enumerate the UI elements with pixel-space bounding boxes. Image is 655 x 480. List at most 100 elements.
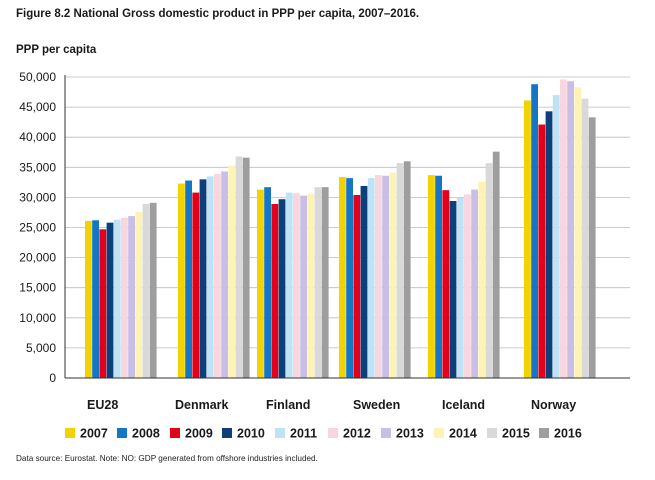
bar-norway-2011 bbox=[552, 95, 560, 378]
bar-eu28-2007 bbox=[85, 220, 92, 378]
bar-norway-2012 bbox=[560, 79, 567, 378]
bar-denmark-2016 bbox=[242, 157, 250, 378]
bar-denmark-2010 bbox=[199, 179, 207, 378]
bar-sweden-2013 bbox=[382, 175, 389, 378]
bar-eu28-2010 bbox=[106, 222, 114, 378]
x-category-label: Denmark bbox=[175, 398, 229, 412]
legend-swatch-2015 bbox=[487, 428, 497, 438]
bar-denmark-2008 bbox=[185, 180, 192, 378]
y-tick-label: 40,000 bbox=[19, 130, 56, 144]
bar-iceland-2013 bbox=[471, 189, 478, 378]
bar-denmark-2014 bbox=[228, 165, 236, 378]
x-axis-categories: EU28 Denmark Finland Sweden Iceland Norway bbox=[87, 398, 576, 412]
legend-swatch-2007 bbox=[65, 428, 75, 438]
legend-swatch-2016 bbox=[539, 428, 549, 438]
legend: 2007 2008 2009 2010 2011 2012 2013 2014 2015 2016 bbox=[65, 427, 582, 441]
y-tick-label: 10,000 bbox=[19, 311, 56, 325]
y-axis-title: PPP per capita bbox=[16, 44, 97, 56]
bar-eu28-2015 bbox=[142, 204, 150, 378]
y-tick-label: 50,000 bbox=[19, 70, 56, 84]
bar-finland-2012 bbox=[293, 193, 300, 378]
bar-eu28-2013 bbox=[128, 216, 135, 378]
bar-norway-2007 bbox=[524, 100, 531, 378]
bars bbox=[85, 79, 596, 379]
legend-swatch-2010 bbox=[222, 428, 232, 438]
bar-finland-2014 bbox=[307, 193, 315, 378]
bar-iceland-2016 bbox=[492, 151, 500, 378]
bar-denmark-2009 bbox=[192, 192, 200, 378]
bar-iceland-2009 bbox=[442, 190, 450, 378]
legend-label-2014: 2014 bbox=[449, 427, 477, 441]
legend-swatch-2008 bbox=[117, 428, 127, 438]
bar-denmark-2007 bbox=[178, 183, 185, 378]
legend-label-2011: 2011 bbox=[290, 427, 317, 441]
bar-iceland-2011 bbox=[456, 198, 464, 378]
legend-label-2013: 2013 bbox=[396, 427, 424, 441]
x-category-label: Sweden bbox=[353, 398, 400, 412]
bar-sweden-2010 bbox=[360, 185, 368, 378]
bar-iceland-2010 bbox=[449, 201, 457, 378]
y-tick-label: 35,000 bbox=[19, 160, 56, 174]
bar-denmark-2013 bbox=[221, 171, 228, 378]
bar-iceland-2015 bbox=[485, 163, 493, 378]
bar-sweden-2009 bbox=[353, 194, 361, 378]
legend-swatch-2012 bbox=[328, 428, 338, 438]
bar-denmark-2011 bbox=[206, 176, 214, 378]
bar-finland-2016 bbox=[321, 187, 329, 378]
y-tick-label: 0 bbox=[49, 371, 56, 385]
bar-sweden-2015 bbox=[396, 163, 404, 378]
bar-finland-2011 bbox=[285, 192, 293, 378]
bar-iceland-2012 bbox=[464, 194, 471, 378]
y-tick-label: 20,000 bbox=[19, 251, 56, 265]
bar-norway-2009 bbox=[538, 124, 546, 378]
bar-sweden-2011 bbox=[367, 178, 375, 378]
bar-iceland-2008 bbox=[435, 175, 442, 378]
bar-denmark-2012 bbox=[214, 173, 221, 378]
bar-finland-2009 bbox=[271, 204, 279, 378]
legend-swatch-2009 bbox=[170, 428, 180, 438]
x-category-label: EU28 bbox=[87, 398, 118, 412]
legend-swatch-2013 bbox=[381, 428, 391, 438]
bar-norway-2013 bbox=[567, 81, 574, 379]
y-axis-ticks: 0 5,000 10,000 15,000 20,000 25,000 30,000 35,0… bbox=[19, 70, 56, 385]
legend-label-2016: 2016 bbox=[554, 427, 582, 441]
bar-norway-2010 bbox=[545, 111, 553, 378]
bar-norway-2015 bbox=[581, 98, 589, 379]
bar-norway-2008 bbox=[531, 84, 538, 378]
bar-iceland-2007 bbox=[428, 175, 435, 378]
bar-sweden-2016 bbox=[403, 161, 411, 378]
legend-label-2010: 2010 bbox=[237, 427, 265, 441]
x-category-label: Finland bbox=[266, 398, 310, 412]
x-category-label: Iceland bbox=[442, 398, 485, 412]
bar-eu28-2016 bbox=[149, 202, 157, 378]
bar-sweden-2008 bbox=[346, 178, 353, 378]
bar-finland-2013 bbox=[300, 195, 307, 378]
bar-norway-2016 bbox=[588, 117, 596, 378]
figure-title: Figure 8.2 National Gross domestic produ… bbox=[16, 8, 420, 20]
bar-eu28-2014 bbox=[135, 211, 143, 378]
bar-eu28-2012 bbox=[121, 217, 128, 378]
bar-sweden-2012 bbox=[375, 175, 382, 378]
legend-swatch-2011 bbox=[275, 428, 285, 438]
bar-finland-2008 bbox=[264, 187, 271, 378]
bar-sweden-2014 bbox=[389, 172, 397, 378]
bar-eu28-2011 bbox=[113, 219, 121, 378]
y-tick-label: 15,000 bbox=[19, 281, 56, 295]
y-tick-label: 5,000 bbox=[26, 341, 56, 355]
bar-denmark-2015 bbox=[235, 156, 243, 378]
y-tick-label: 25,000 bbox=[19, 221, 56, 235]
bar-norway-2014 bbox=[574, 87, 582, 378]
footnote: Data source: Eurostat. Note: NO: GDP gen… bbox=[16, 454, 318, 463]
legend-label-2012: 2012 bbox=[343, 427, 371, 441]
legend-swatch-2014 bbox=[434, 428, 444, 438]
bar-eu28-2009 bbox=[99, 229, 107, 378]
bar-eu28-2008 bbox=[92, 220, 99, 378]
legend-label-2008: 2008 bbox=[132, 427, 160, 441]
bar-finland-2010 bbox=[278, 199, 286, 378]
legend-label-2015: 2015 bbox=[502, 427, 530, 441]
y-tick-label: 45,000 bbox=[19, 100, 56, 114]
bar-iceland-2014 bbox=[478, 181, 486, 378]
axes bbox=[64, 75, 630, 379]
y-tick-label: 30,000 bbox=[19, 190, 56, 204]
